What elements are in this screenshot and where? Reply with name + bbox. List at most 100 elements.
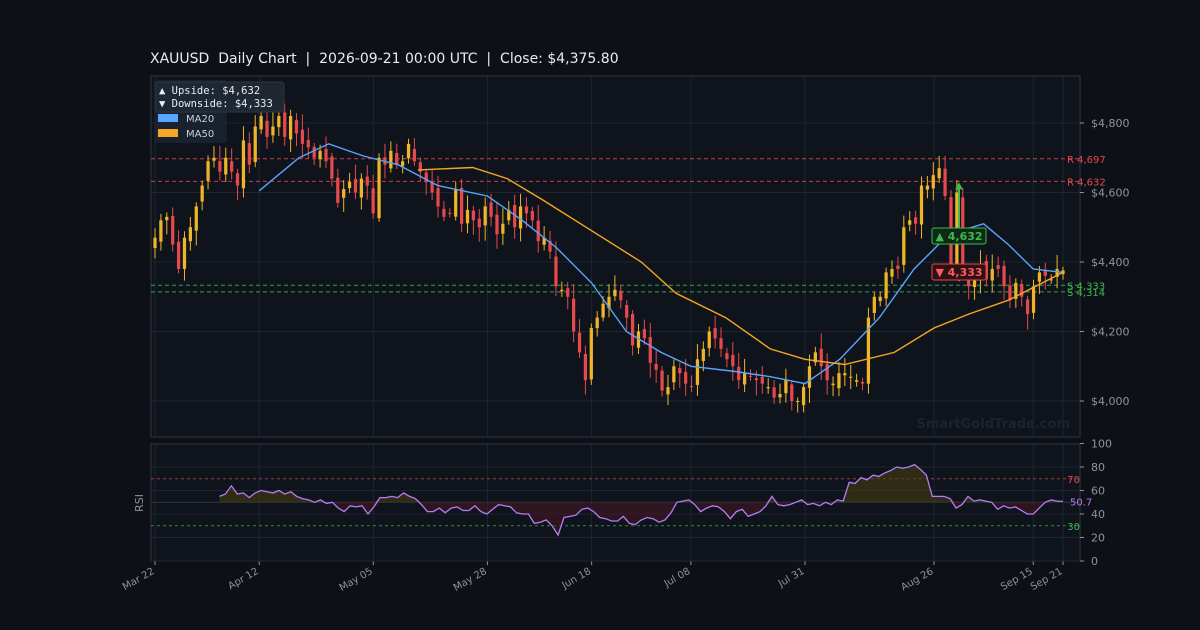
y-tick-label: $4,200 <box>1091 326 1130 339</box>
candle-body <box>589 328 593 380</box>
candle-body <box>353 179 358 193</box>
rsi-fill-below <box>219 502 1063 536</box>
candle-body <box>336 177 340 203</box>
rsi-axis-label: RSI <box>133 494 146 512</box>
y-tick-label: $4,800 <box>1091 117 1130 130</box>
candle-body <box>654 364 658 370</box>
ma20-legend-label: MA20 <box>186 114 214 125</box>
candle-body <box>748 375 753 377</box>
candle-body <box>465 209 470 224</box>
candle-body <box>884 272 888 299</box>
candle-body <box>737 366 741 381</box>
candle-body <box>678 368 682 374</box>
resistance-label: R 4,632 <box>1067 177 1106 188</box>
candle-body <box>200 185 204 202</box>
candle-body <box>241 140 246 189</box>
candle-body <box>684 371 688 384</box>
candle-body <box>583 353 588 381</box>
candle-body <box>630 313 635 346</box>
candle-body <box>831 383 835 386</box>
candle-body <box>890 268 894 277</box>
candle-body <box>772 387 776 398</box>
candle-body <box>165 216 169 221</box>
candle-body <box>436 188 440 207</box>
candle-body <box>1020 284 1024 297</box>
candle-body <box>501 223 505 234</box>
candle-body <box>843 373 847 376</box>
candle-body <box>760 376 764 384</box>
candle-body <box>925 185 930 190</box>
candle-body <box>849 376 853 378</box>
candle-body <box>742 373 747 385</box>
candle-body <box>1037 272 1042 282</box>
candle-body <box>412 149 417 162</box>
overbought-label: 70 <box>1067 475 1080 486</box>
y-tick-label: $4,000 <box>1091 395 1130 408</box>
candle-body <box>218 161 222 172</box>
candle-body <box>542 237 546 245</box>
rsi-y-label: 20 <box>1091 532 1105 545</box>
candle-body <box>324 148 328 162</box>
rsi-y-label: 100 <box>1091 438 1112 451</box>
downside-legend-label: ▼ Downside: $4,333 <box>159 98 273 110</box>
upside-arrowhead <box>955 182 963 190</box>
rsi-fill-above <box>219 464 1063 503</box>
candle-body <box>495 214 499 235</box>
rsi-line <box>219 463 1064 537</box>
candle-body <box>554 256 558 287</box>
candle-body <box>294 119 299 134</box>
candle-body <box>1043 271 1047 276</box>
candle-body <box>701 348 705 362</box>
x-tick-label: Apr 12 <box>226 566 260 592</box>
candle-body <box>153 237 157 249</box>
candle-body <box>619 290 623 301</box>
ma20-swatch <box>158 114 178 122</box>
candle-body <box>642 329 646 339</box>
candle-body <box>636 331 641 348</box>
candle-body <box>424 172 428 183</box>
candle-body <box>996 265 1000 269</box>
candle-body <box>182 237 187 269</box>
candle-body <box>548 240 552 252</box>
candle-body <box>359 178 363 198</box>
rsi-y-label: 60 <box>1091 485 1105 498</box>
candle-body <box>330 156 334 179</box>
candle-body <box>288 116 293 140</box>
candle-body <box>601 303 605 318</box>
candle-body <box>401 161 405 167</box>
candle-body <box>566 288 570 297</box>
candle-body <box>371 188 375 214</box>
candle-body <box>878 296 882 302</box>
candle-body <box>483 206 487 226</box>
candle-body <box>813 352 817 363</box>
candle-body <box>872 296 876 313</box>
x-tick-label: Mar 22 <box>121 566 157 593</box>
candle-body <box>695 359 700 385</box>
x-tick-label: Sep 21 <box>1029 566 1065 593</box>
candle-body <box>1049 279 1053 281</box>
candle-body <box>931 175 935 189</box>
candle-body <box>277 116 281 128</box>
candle-body <box>796 401 800 402</box>
candle-body <box>454 189 458 217</box>
candle-body <box>896 265 900 269</box>
candle-body <box>442 208 446 217</box>
candle-body <box>913 217 918 224</box>
rsi-y-label: 80 <box>1091 461 1105 474</box>
candle-body <box>459 187 464 224</box>
candle-body <box>224 157 228 175</box>
candle-body <box>1031 286 1036 313</box>
rsi-last-value: 50.7 <box>1070 497 1092 508</box>
candle-body <box>990 268 994 281</box>
candle-body <box>171 215 175 245</box>
candle-body <box>318 150 322 160</box>
candle-body <box>377 157 381 219</box>
candle-body <box>1014 282 1018 299</box>
candle-body <box>595 317 599 329</box>
candle-body <box>625 305 629 318</box>
candle-body <box>477 218 481 228</box>
support-label: S 4,314 <box>1067 288 1105 299</box>
x-tick-label: Sep 15 <box>999 566 1035 593</box>
candle-body <box>430 182 434 193</box>
